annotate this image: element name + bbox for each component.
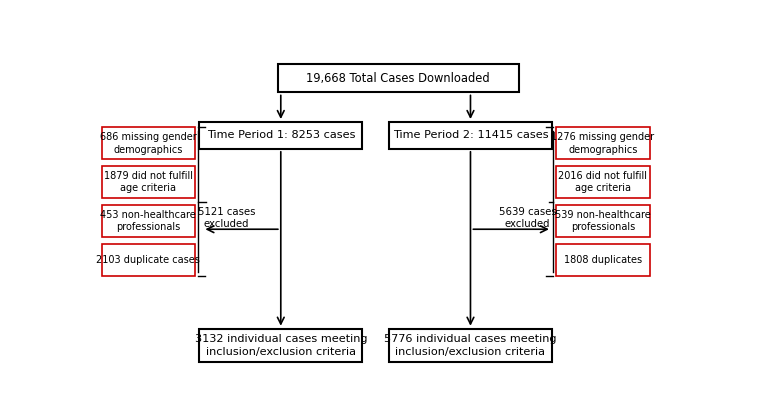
Text: 1879 did not fulfill
age criteria: 1879 did not fulfill age criteria <box>104 171 193 193</box>
Text: 3132 individual cases meeting
inclusion/exclusion criteria: 3132 individual cases meeting inclusion/… <box>194 334 367 356</box>
FancyBboxPatch shape <box>556 244 650 275</box>
Text: 1276 missing gender
demographics: 1276 missing gender demographics <box>552 132 654 154</box>
FancyBboxPatch shape <box>200 122 362 149</box>
FancyBboxPatch shape <box>389 329 552 362</box>
Text: Time Period 1: 8253 cases: Time Period 1: 8253 cases <box>207 131 355 140</box>
FancyBboxPatch shape <box>102 166 195 198</box>
FancyBboxPatch shape <box>556 128 650 159</box>
Text: 2016 did not fulfill
age criteria: 2016 did not fulfill age criteria <box>559 171 647 193</box>
Text: 1808 duplicates: 1808 duplicates <box>564 255 642 265</box>
FancyBboxPatch shape <box>102 205 195 237</box>
Text: 539 non-healthcare
professionals: 539 non-healthcare professionals <box>555 210 651 232</box>
Text: 19,668 Total Cases Downloaded: 19,668 Total Cases Downloaded <box>306 72 490 85</box>
Text: 5776 individual cases meeting
inclusion/exclusion criteria: 5776 individual cases meeting inclusion/… <box>384 334 557 356</box>
Text: 686 missing gender
demographics: 686 missing gender demographics <box>100 132 197 154</box>
Text: 5121 cases
excluded: 5121 cases excluded <box>198 207 256 229</box>
FancyBboxPatch shape <box>556 205 650 237</box>
Text: 453 non-healthcare
professionals: 453 non-healthcare professionals <box>100 210 196 232</box>
FancyBboxPatch shape <box>102 244 195 275</box>
FancyBboxPatch shape <box>278 64 519 93</box>
FancyBboxPatch shape <box>200 329 362 362</box>
Text: 2103 duplicate cases: 2103 duplicate cases <box>96 255 200 265</box>
Text: 5639 cases
excluded: 5639 cases excluded <box>499 207 556 229</box>
FancyBboxPatch shape <box>556 166 650 198</box>
FancyBboxPatch shape <box>389 122 552 149</box>
FancyBboxPatch shape <box>102 128 195 159</box>
Text: Time Period 2: 11415 cases: Time Period 2: 11415 cases <box>392 131 549 140</box>
